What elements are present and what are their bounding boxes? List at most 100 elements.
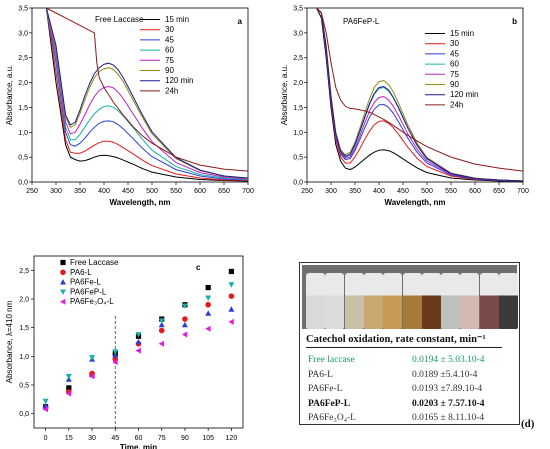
legend-marker xyxy=(60,279,66,285)
vial xyxy=(499,273,518,329)
y-tick-label: 1,0 xyxy=(19,354,29,361)
data-point xyxy=(89,355,96,361)
legend-entry: 90 xyxy=(450,80,459,89)
x-tick-label: 550 xyxy=(170,188,182,195)
data-point xyxy=(158,318,165,324)
x-tick-label: 700 xyxy=(242,188,254,195)
x-tick-label: 75 xyxy=(158,435,166,442)
data-point xyxy=(205,295,212,301)
row-name: PA6Fe₃O₄-L xyxy=(308,413,356,423)
series-line-60 xyxy=(45,8,248,180)
legend-entry: PA6-L xyxy=(70,268,92,277)
table-title: Catechol oxidation, rate constant, min⁻¹ xyxy=(306,334,486,345)
legend-entry: 90 xyxy=(165,66,174,75)
series-line-75 xyxy=(45,8,248,180)
series-line-30 xyxy=(45,8,248,181)
series-line-90 xyxy=(45,8,248,179)
plot-frame xyxy=(306,7,524,183)
series-line-15-min xyxy=(316,8,523,182)
vial xyxy=(441,273,461,329)
data-point xyxy=(181,331,188,338)
vial xyxy=(325,273,345,329)
legend-entry: 120 min xyxy=(165,76,193,85)
y-axis-label: Absorbance, λ=410 nm xyxy=(5,300,14,383)
x-tick-label: 120 xyxy=(226,435,238,442)
legend-entry: 15 min xyxy=(450,29,474,38)
x-axis-label: Wavelength, nm xyxy=(384,198,445,207)
row-name: PA6FeP-L xyxy=(308,398,351,409)
vial xyxy=(383,273,403,329)
y-tick-label: 2,0 xyxy=(18,80,28,87)
data-point xyxy=(135,339,142,345)
y-tick-label: 2,5 xyxy=(18,55,28,62)
data-point xyxy=(228,293,235,299)
vials-photo xyxy=(302,265,518,329)
y-tick-label: 0,5 xyxy=(293,155,303,162)
x-tick-label: 650 xyxy=(218,188,230,195)
data-point xyxy=(205,284,211,291)
y-tick-label: 0,5 xyxy=(18,155,28,162)
data-point xyxy=(228,282,235,288)
series-line-75 xyxy=(316,8,523,182)
y-tick-label: 2,0 xyxy=(293,80,303,87)
x-tick-label: 400 xyxy=(98,188,110,195)
panel-letter: b xyxy=(512,17,517,26)
vial xyxy=(460,273,480,329)
x-tick-label: 500 xyxy=(421,188,433,195)
y-tick-label: 1,5 xyxy=(293,105,303,112)
chart-a: 250 300 350 400 450 500 550 600 650 700 0,0 0,5 1,0 1… xyxy=(5,6,254,208)
panel-letter: c xyxy=(196,263,201,272)
row-value: 0.0194 ± 5.03.10-4 xyxy=(412,355,485,365)
data-point xyxy=(205,325,211,332)
row-name: PA6Fe-L xyxy=(308,384,343,394)
data-point xyxy=(158,321,165,328)
y-tick-label: 0,0 xyxy=(19,411,29,418)
legend-entry: 45 xyxy=(165,35,174,44)
x-tick-label: 450 xyxy=(122,188,134,195)
legend-entry: PA6FeP-L xyxy=(70,287,107,296)
x-tick-label: 450 xyxy=(397,188,409,195)
series-line-120-min xyxy=(45,8,248,179)
data-point xyxy=(182,316,188,322)
x-tick-label: 550 xyxy=(445,188,457,195)
data-point xyxy=(181,303,188,309)
x-tick-label: 45 xyxy=(111,435,119,442)
panel-letter: a xyxy=(238,17,243,26)
chart-b: 250 300 350 400 450 500 550 600 650 700 0,0 0,5 1,0 1… xyxy=(280,6,529,208)
series-lines xyxy=(316,8,523,182)
data-point xyxy=(42,406,48,413)
y-axis-label: Absorbance, a.u. xyxy=(280,65,289,125)
x-tick-label: 650 xyxy=(493,188,505,195)
scatter-points xyxy=(42,268,235,413)
x-tick-label: 90 xyxy=(181,435,189,442)
data-point xyxy=(135,332,142,338)
row-name: PA6-L xyxy=(308,369,333,380)
vial xyxy=(306,273,325,329)
vial xyxy=(421,273,441,329)
vial xyxy=(479,273,499,329)
x-tick-label: 600 xyxy=(469,188,481,195)
data-point xyxy=(135,347,141,354)
panel-letter-d: (d) xyxy=(521,418,535,430)
data-point xyxy=(158,327,165,334)
y-tick-label: 2,5 xyxy=(293,55,303,62)
legend-entry: 24h xyxy=(450,100,463,109)
series-lines xyxy=(45,8,248,182)
legend-entry: PA6Fe₃O₄-L xyxy=(70,297,114,306)
data-point xyxy=(228,306,235,312)
x-tick-label: 350 xyxy=(349,188,361,195)
y-tick-label: 1,0 xyxy=(293,130,303,137)
data-point xyxy=(112,352,119,358)
legend-entry: 15 min xyxy=(165,15,189,24)
data-point xyxy=(42,398,49,405)
x-tick-label: 105 xyxy=(202,435,214,442)
legend-entry: 60 xyxy=(450,60,459,69)
row-value: 0.0165 ± 8.11.10-4 xyxy=(412,413,485,423)
y-tick-label: 3,0 xyxy=(18,30,28,37)
legend-marker xyxy=(60,289,66,295)
x-tick-label: 500 xyxy=(146,188,158,195)
legend-entry: 45 xyxy=(450,49,459,58)
row-value: 0.0189 ±5.4.10-4 xyxy=(412,369,478,380)
data-point xyxy=(158,340,165,347)
series-line-45 xyxy=(45,8,248,181)
